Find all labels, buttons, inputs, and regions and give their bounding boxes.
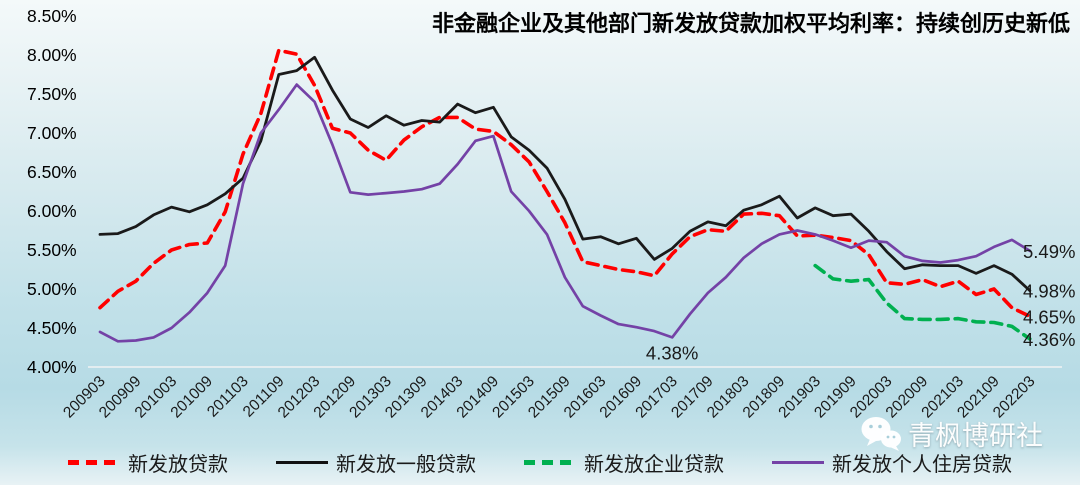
y-tick-label: 8.00% xyxy=(27,45,77,65)
general-loans-line xyxy=(98,55,1032,293)
purple-solid-line-swatch xyxy=(772,461,824,464)
end-label-4.65%: 4.65% xyxy=(1023,306,1075,327)
y-tick-label: 5.50% xyxy=(27,240,77,260)
legend-item-housing-loans: 新发放个人住房贷款 xyxy=(772,448,1012,477)
y-tick-label: 4.00% xyxy=(27,357,77,377)
housing-loans-line xyxy=(98,83,1032,343)
y-tick-label: 5.00% xyxy=(27,279,77,299)
red-dashed-line-swatch xyxy=(68,460,120,465)
end-label-5.49%: 5.49% xyxy=(1023,241,1075,262)
y-tick-label: 7.00% xyxy=(27,123,77,143)
chart-title: 非金融企业及其他部门新发放贷款加权平均利率：持续创历史新低 xyxy=(431,11,1070,36)
y-tick-label: 6.50% xyxy=(27,162,77,182)
legend-label-corporate-loans: 新发放企业贷款 xyxy=(584,454,724,476)
legend-label-general-loans: 新发放一般贷款 xyxy=(336,454,476,476)
legend-label-housing-loans: 新发放个人住房贷款 xyxy=(832,454,1012,476)
loans-line xyxy=(98,48,1032,319)
legend: 新发放贷款 新发放一般贷款 新发放企业贷款 新发放个人住房贷款 xyxy=(0,448,1080,477)
legend-label-loans: 新发放贷款 xyxy=(128,454,228,476)
y-tick-label: 4.50% xyxy=(27,318,77,338)
wechat-icon xyxy=(861,416,901,451)
y-tick-label: 7.50% xyxy=(27,84,77,104)
legend-item-general-loans: 新发放一般贷款 xyxy=(276,448,476,477)
legend-item-corporate-loans: 新发放企业贷款 xyxy=(524,448,724,477)
y-tick-label: 8.50% xyxy=(27,6,77,26)
corporate-loans-line xyxy=(813,263,1032,341)
y-tick-label: 6.00% xyxy=(27,201,77,221)
green-dashed-line-swatch xyxy=(524,460,576,465)
end-label-4.98%: 4.98% xyxy=(1023,281,1075,302)
annotation-4.38%: 4.38% xyxy=(646,342,698,363)
watermark-text: 青枫博研社 xyxy=(908,421,1043,451)
black-solid-line-swatch xyxy=(276,461,328,464)
watermark: 青枫博研社 xyxy=(860,414,1043,453)
end-label-4.36%: 4.36% xyxy=(1023,329,1075,350)
legend-item-loans: 新发放贷款 xyxy=(68,448,228,477)
